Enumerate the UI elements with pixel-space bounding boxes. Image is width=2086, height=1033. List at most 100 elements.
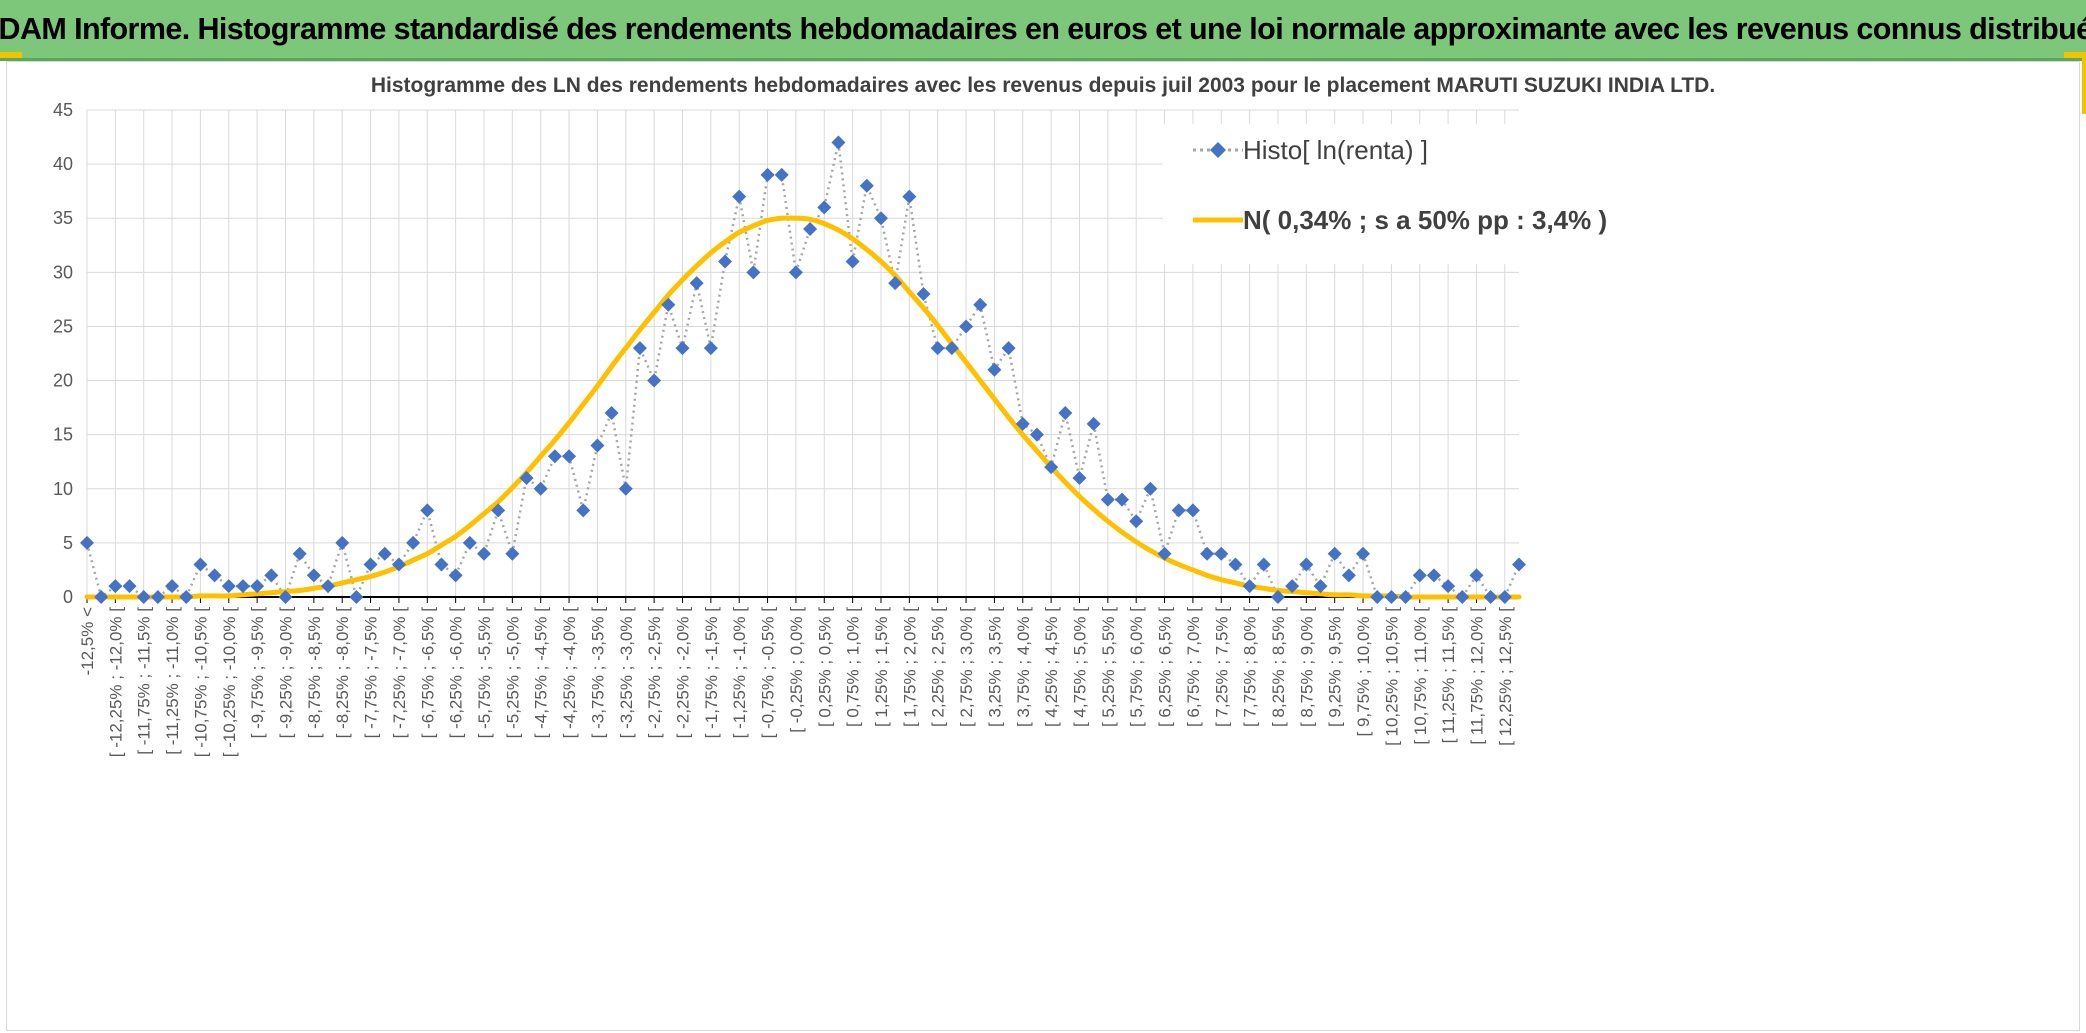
x-tick-label: [ -10,25% ; -10,0% [	[220, 607, 239, 758]
histo-marker	[647, 373, 662, 388]
histo-marker	[1001, 341, 1016, 356]
histo-marker	[1015, 416, 1030, 431]
histo-marker	[1100, 492, 1115, 507]
x-tick-label: [ -4,75% ; -4,5% [	[532, 607, 551, 739]
histo-marker	[1029, 427, 1044, 442]
histo-marker	[1398, 590, 1413, 604]
x-tick-label: [ 0,25% ; 0,5% [	[815, 607, 834, 727]
histogram-chart: Histogramme des LN des rendements hebdom…	[53, 74, 1715, 758]
histo-marker	[1171, 503, 1186, 518]
x-tick-label: [ -1,25% ; -1,0% [	[730, 607, 749, 739]
x-tick-label: [ 7,25% ; 7,5% [	[1212, 607, 1231, 727]
histo-marker	[1356, 546, 1371, 561]
histo-marker	[349, 590, 364, 604]
histo-marker	[306, 568, 321, 583]
histo-marker	[1058, 406, 1073, 421]
legend-normal-label: N( 0,34% ; s a 50% pp : 3,4% )	[1243, 205, 1607, 235]
histo-marker	[1483, 590, 1498, 604]
histo-marker	[675, 341, 690, 356]
histo-marker	[859, 178, 874, 193]
x-tick-label: [ -7,25% ; -7,0% [	[390, 607, 409, 739]
histo-marker	[235, 579, 250, 594]
x-tick-label: [ 3,75% ; 4,0% [	[1014, 607, 1033, 727]
histo-marker	[519, 470, 534, 485]
x-tick-label: [ 1,75% ; 2,0% [	[900, 607, 919, 727]
histo-marker	[803, 222, 818, 237]
histo-marker	[1086, 416, 1101, 431]
histo-marker	[1072, 470, 1087, 485]
histo-marker	[1299, 557, 1314, 572]
corner-accent-left	[0, 52, 22, 58]
y-axis: 0 5 10 15 20 25 30 35 40 45	[53, 100, 73, 607]
histo-marker	[406, 535, 421, 550]
histo-marker	[1185, 503, 1200, 518]
histo-marker	[817, 200, 832, 215]
chart-title: Histogramme des LN des rendements hebdom…	[371, 74, 1715, 97]
histo-marker	[1327, 546, 1342, 561]
histo-marker	[689, 276, 704, 291]
histo-marker	[902, 189, 917, 204]
x-tick-label: [ 5,75% ; 6,0% [	[1127, 607, 1146, 727]
x-tick-label: [ 8,75% ; 9,0% [	[1297, 607, 1316, 727]
histo-marker	[973, 297, 988, 312]
histo-marker	[278, 590, 293, 604]
histo-marker	[1455, 590, 1470, 604]
histo-marker	[703, 341, 718, 356]
histo-marker	[604, 406, 619, 421]
legend-background	[1163, 124, 1563, 264]
histo-marker	[1313, 579, 1328, 594]
y-tick-label: 25	[53, 316, 73, 336]
histo-marker	[1512, 557, 1526, 572]
banner: ADAM Informe. Histogramme standardisé de…	[0, 0, 2086, 61]
histo-marker	[1426, 568, 1441, 583]
histo-marker	[661, 297, 676, 312]
x-tick-label: [ 0,75% ; 1,0% [	[844, 607, 863, 727]
x-tick-label: [ -2,25% ; -2,0% [	[673, 607, 692, 739]
histo-marker	[1441, 579, 1456, 594]
histo-marker	[576, 503, 591, 518]
histo-marker	[136, 590, 151, 604]
histo-marker	[888, 276, 903, 291]
x-tick-label: [ -2,75% ; -2,5% [	[645, 607, 664, 739]
x-tick-label: [ 8,25% ; 8,5% [	[1269, 607, 1288, 727]
histo-marker	[108, 579, 123, 594]
histo-marker	[292, 546, 307, 561]
histo-marker	[760, 167, 775, 182]
histo-marker	[562, 449, 577, 464]
histo-marker	[590, 438, 605, 453]
x-axis: -12,5% < [ -12,25% ; -12,0% [[ -11,75% ; …	[78, 596, 1519, 758]
y-tick-label: 30	[53, 262, 73, 282]
histo-marker	[335, 535, 350, 550]
histo-marker	[1256, 557, 1271, 572]
x-tick-label: [ 4,75% ; 5,0% [	[1070, 607, 1089, 727]
histo-marker	[1214, 546, 1229, 561]
histo-marker	[547, 449, 562, 464]
x-tick-label: [ -6,25% ; -6,0% [	[447, 607, 466, 739]
series-layer	[80, 135, 1526, 604]
histo-marker	[987, 362, 1002, 377]
histo-marker	[1412, 568, 1427, 583]
histo-marker	[1341, 568, 1356, 583]
histo-marker	[1497, 590, 1512, 604]
histo-marker	[179, 590, 194, 604]
legend: Histo[ ln(renta) ] N( 0,34% ; s a 50% pp…	[1163, 124, 1607, 264]
histo-marker	[1228, 557, 1243, 572]
histo-marker	[420, 503, 435, 518]
x-tick-label: [ -3,75% ; -3,5% [	[588, 607, 607, 739]
y-tick-label: 40	[53, 154, 73, 174]
x-tick-label: [ 6,25% ; 6,5% [	[1156, 607, 1175, 727]
banner-title: ADAM Informe. Histogramme standardisé de…	[0, 11, 2086, 46]
gridlines	[86, 109, 1519, 597]
histo-marker	[476, 546, 491, 561]
y-tick-label: 35	[53, 208, 73, 228]
histo-marker	[632, 341, 647, 356]
histo-marker	[363, 557, 378, 572]
x-tick-label: [ 6,75% ; 7,0% [	[1184, 607, 1203, 727]
histo-marker	[264, 568, 279, 583]
x-tick-label: [ 4,25% ; 4,5% [	[1042, 607, 1061, 727]
x-tick-label: [ -4,25% ; -4,0% [	[560, 607, 579, 739]
x-tick-label: [ 11,25% ; 11,5% [	[1439, 607, 1458, 744]
x-tick-label: [ 2,25% ; 2,5% [	[929, 607, 948, 727]
x-tick-label: [ 9,75% ; 10,0% [	[1354, 607, 1373, 737]
histo-marker	[944, 341, 959, 356]
